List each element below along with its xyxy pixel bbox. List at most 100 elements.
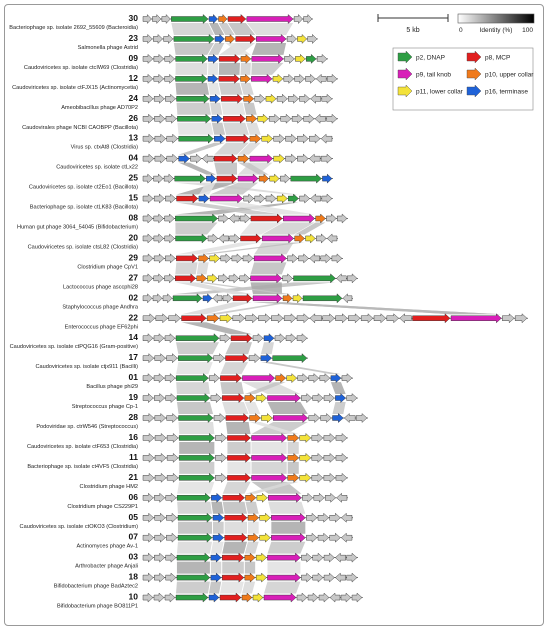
identity-title: Identity (%) [480,27,513,34]
gene-arrow [305,73,316,84]
gene-arrow [340,512,353,523]
genome-track [142,113,338,124]
gene-arrow [347,273,358,284]
gene-arrow [142,53,154,64]
similarity-band [181,322,252,335]
gene-arrow [153,592,165,603]
dnap-gene-arrow [177,532,213,543]
gene-arrow [218,233,229,244]
gene-arrow [514,313,528,324]
gene-arrow [312,393,324,404]
mcp-gene-arrow [221,393,245,404]
gene-arrow [213,412,226,424]
legend-label: p11, lower collar [416,89,464,96]
gene-arrow [348,313,361,324]
similarity-band [175,82,210,95]
terminase-gene-arrow [211,113,223,124]
gene-arrow [316,53,328,64]
terminase-gene-arrow [214,33,225,44]
similarity-band [214,162,237,175]
gene-arrow [142,113,154,124]
genome-track [142,193,333,204]
gene-arrow [153,273,164,284]
genome-track [142,73,338,84]
gene-arrow [153,333,165,344]
genome-number: 15 [129,193,139,203]
gene-arrow [215,432,227,443]
similarity-band [210,182,259,195]
gene-arrow [164,592,176,603]
gene-arrow [142,173,153,184]
gene-arrow [287,253,298,264]
similarity-band [198,182,216,195]
mcp-gene-arrow [225,133,250,144]
similarity-band [262,222,315,235]
lower-collar-gene-arrow [272,73,284,84]
gene-arrow [153,73,164,84]
similarity-band [250,262,287,275]
upper-collar-gene-arrow [287,452,300,463]
gene-arrow [308,153,321,164]
similarity-band [287,441,299,454]
similarity-band [196,262,209,275]
gene-arrow [209,373,220,384]
gene-arrow [301,552,313,563]
mcp-gene-arrow [240,233,262,244]
similarity-band [208,42,225,55]
similarity-band [243,102,257,115]
gene-arrow [232,313,246,324]
legend-label: p16, terminase [485,89,528,96]
legend-swatch [397,67,413,81]
terminase-gene-arrow [208,53,219,64]
similarity-band [179,461,215,474]
similarity-band [251,62,284,75]
gene-arrow [229,233,240,244]
gene-arrow [331,253,343,264]
lower-collar-gene-arrow [261,412,273,424]
genome-labels: 30 Bacteriophage sp. isolate 2692_55609 (… [9,13,139,610]
legend-swatch [397,84,413,98]
similarity-band [176,561,210,574]
upper-collar-gene-arrow [198,253,210,264]
genome-track [142,133,333,144]
genome-name: Enterococcus phage EF62phi [65,324,138,330]
gene-arrow [340,592,352,603]
lower-collar-gene-arrow [276,193,288,204]
dnap-gene-arrow [176,552,211,563]
gene-arrow [340,532,353,543]
upper-collar-gene-arrow [247,532,260,543]
gene-arrow [323,452,336,463]
similarity-band [254,242,294,255]
gene-arrow [154,353,166,364]
gene-arrow [311,472,324,483]
similarity-band [220,581,244,594]
gene-arrow [307,33,318,44]
genome-track [142,432,348,443]
genome-name: Caudoviricetes sp. isolate ctPQG16 (Gram… [10,344,139,350]
gene-arrow [166,153,178,164]
similarity-band [242,382,301,395]
gene-arrow [296,333,308,344]
mcp-gene-arrow [220,373,242,384]
genome-tracks [142,13,528,603]
similarity-band [225,342,252,355]
similarity-band [227,461,251,474]
mcp-gene-arrow [216,173,238,184]
tail-knob-gene-arrow [273,412,309,424]
terminase-gene-arrow [208,13,218,25]
gene-arrow [142,492,154,503]
mcp-gene-arrow [176,253,198,264]
mcp-gene-arrow [175,273,197,284]
genome-name: Lactococcus phage asccphi28 [63,284,138,290]
genome-track [142,273,358,284]
gene-arrow [310,93,322,104]
dnap-gene-arrow [306,53,317,64]
similarity-band [330,382,346,395]
similarity-band [222,501,247,514]
gene-arrow [142,452,155,463]
upper-collar-gene-arrow [241,592,253,603]
similarity-band [267,402,308,414]
gene-arrow [142,313,156,324]
gene-arrow [320,253,332,264]
upper-collar-gene-arrow [282,293,293,304]
